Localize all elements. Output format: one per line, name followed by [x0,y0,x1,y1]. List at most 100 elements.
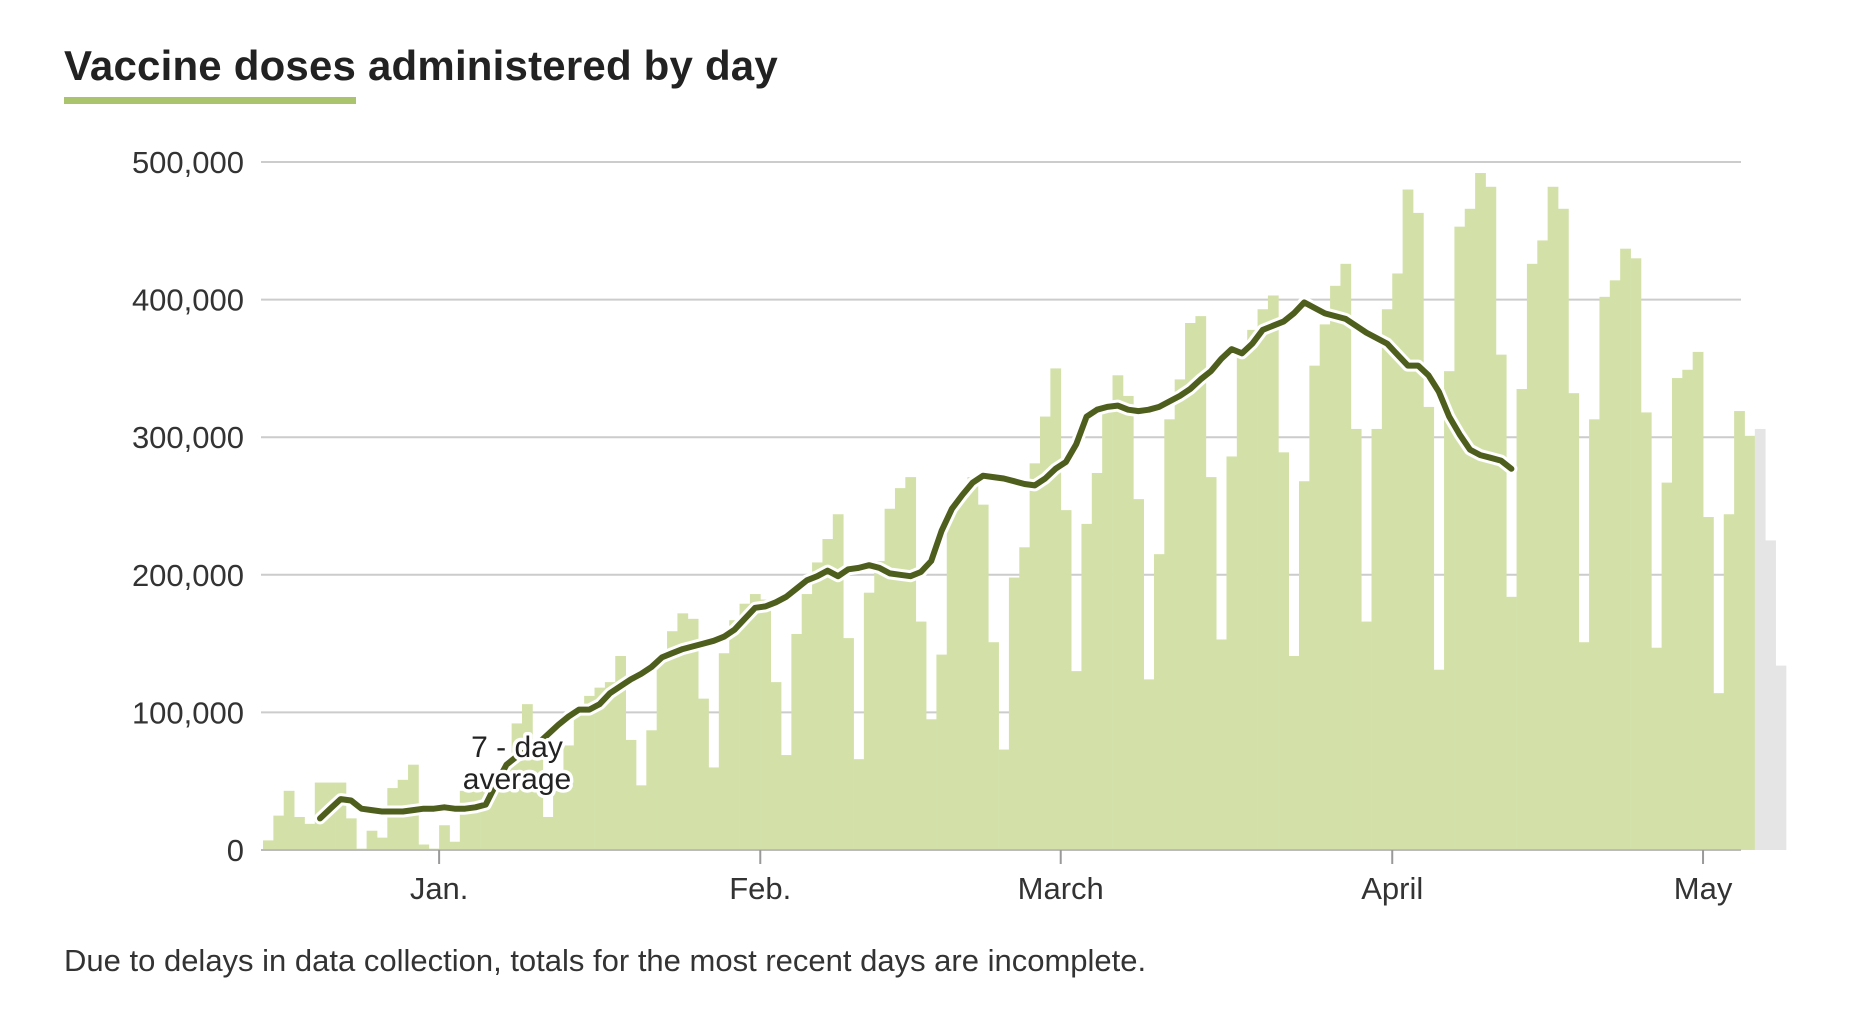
bar [957,496,968,850]
bar [1288,655,1300,850]
y-tick-label: 400,000 [132,283,244,318]
bar [1226,456,1238,850]
bar [553,790,564,850]
bar [1195,316,1207,850]
y-tick-label: 500,000 [132,145,244,180]
bar [1102,402,1113,850]
bar [1661,482,1673,850]
bar [1340,263,1352,850]
bar [905,477,917,850]
bar [1185,322,1196,850]
y-tick-label: 300,000 [132,420,244,455]
bar [884,508,896,850]
bar [335,782,347,850]
bar [1278,452,1290,850]
bar [1071,671,1082,850]
seven-day-average-line [317,299,1515,822]
bar [739,603,751,850]
bar [459,790,471,850]
bar [1558,208,1569,850]
bar [812,562,823,850]
bar [1153,554,1165,850]
footnote: Due to delays in data collection, totals… [64,943,1147,978]
x-tick-label: April [1361,871,1423,906]
bar [667,631,678,850]
bar [542,816,554,850]
bar [1247,329,1258,850]
bar [1630,258,1642,850]
bar [791,633,803,850]
bar [511,723,523,850]
bar [1485,186,1497,850]
bar-incomplete [1765,540,1776,850]
bar [1216,639,1227,850]
chart-title: Vaccine doses administered by day [64,42,778,104]
y-tick-label: 100,000 [132,695,244,730]
chart-title-highlight: Vaccine doses [64,42,357,104]
bar [687,618,699,850]
x-tick-label: Feb. [729,871,791,906]
bar [1060,510,1072,850]
bar [1143,679,1155,850]
bar [1568,393,1580,850]
bar [366,830,378,850]
bar [573,705,585,850]
bar [760,599,772,850]
bar [1412,212,1424,850]
bar [832,514,844,850]
bar [1319,324,1331,850]
bar [1381,309,1393,851]
y-tick-label: 200,000 [132,558,244,593]
bar [946,508,958,850]
bar [1464,208,1476,850]
bar [822,539,834,850]
bar [1609,280,1621,851]
bar [1589,419,1600,850]
bar [1423,406,1435,850]
bar [781,755,792,850]
bar [1122,395,1134,850]
bar [439,825,450,850]
bar [936,654,948,850]
bar [635,785,647,850]
bar [894,488,906,850]
bar [1495,354,1507,850]
bar [977,504,989,850]
y-tick-label: 0 [227,833,244,868]
bar [625,739,637,850]
bar [1444,371,1455,850]
bar [615,655,626,850]
bar [532,741,544,850]
bar [749,594,761,850]
bar [677,613,689,850]
bar [1257,309,1269,851]
chart-title-rest: administered by day [367,42,778,89]
bar [1371,428,1383,850]
bar [1330,285,1341,851]
x-tick-label: March [1018,871,1104,906]
bar [646,730,658,850]
bar [1091,472,1103,850]
annotation-line-2: average [463,763,571,796]
bar [604,682,616,850]
x-axis: Jan. Feb. March April May [410,850,1733,906]
bar [1671,378,1683,850]
bar [729,620,740,850]
bar [1164,419,1176,850]
bar [998,749,1010,850]
bar [283,790,295,850]
bar [853,759,865,850]
bar [1174,379,1186,850]
bar [801,594,813,850]
bar [1723,514,1735,850]
bar [584,695,595,850]
bar [1040,416,1051,850]
y-axis: 500,000 400,000 300,000 200,000 100,000 0 [132,145,244,868]
bar [1516,389,1528,850]
bar [345,818,357,850]
bar [1640,412,1652,850]
bar [1112,375,1124,850]
bar [273,815,285,850]
bar [1734,411,1745,850]
bar [770,682,782,850]
